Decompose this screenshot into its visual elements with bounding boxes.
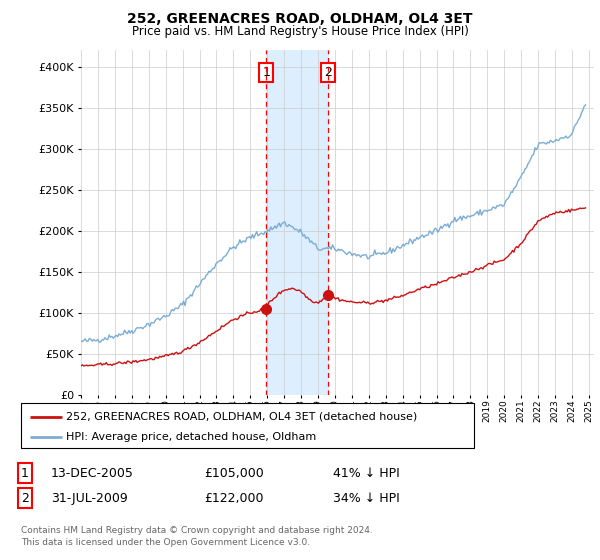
Text: 2: 2 xyxy=(21,492,29,505)
Text: Contains HM Land Registry data © Crown copyright and database right 2024.
This d: Contains HM Land Registry data © Crown c… xyxy=(21,526,373,547)
Text: 1: 1 xyxy=(262,66,271,80)
Text: 13-DEC-2005: 13-DEC-2005 xyxy=(51,466,134,480)
Text: £105,000: £105,000 xyxy=(204,466,264,480)
Text: 34% ↓ HPI: 34% ↓ HPI xyxy=(333,492,400,505)
Text: 1: 1 xyxy=(21,466,29,480)
Text: £122,000: £122,000 xyxy=(204,492,263,505)
Text: HPI: Average price, detached house, Oldham: HPI: Average price, detached house, Oldh… xyxy=(66,432,317,442)
FancyBboxPatch shape xyxy=(21,403,474,448)
Text: 252, GREENACRES ROAD, OLDHAM, OL4 3ET (detached house): 252, GREENACRES ROAD, OLDHAM, OL4 3ET (d… xyxy=(66,412,418,422)
Text: 2: 2 xyxy=(324,66,332,80)
Text: 41% ↓ HPI: 41% ↓ HPI xyxy=(333,466,400,480)
Bar xyxy=(266,50,328,395)
Text: 31-JUL-2009: 31-JUL-2009 xyxy=(51,492,128,505)
Text: Price paid vs. HM Land Registry's House Price Index (HPI): Price paid vs. HM Land Registry's House … xyxy=(131,25,469,38)
Text: 252, GREENACRES ROAD, OLDHAM, OL4 3ET: 252, GREENACRES ROAD, OLDHAM, OL4 3ET xyxy=(127,12,473,26)
